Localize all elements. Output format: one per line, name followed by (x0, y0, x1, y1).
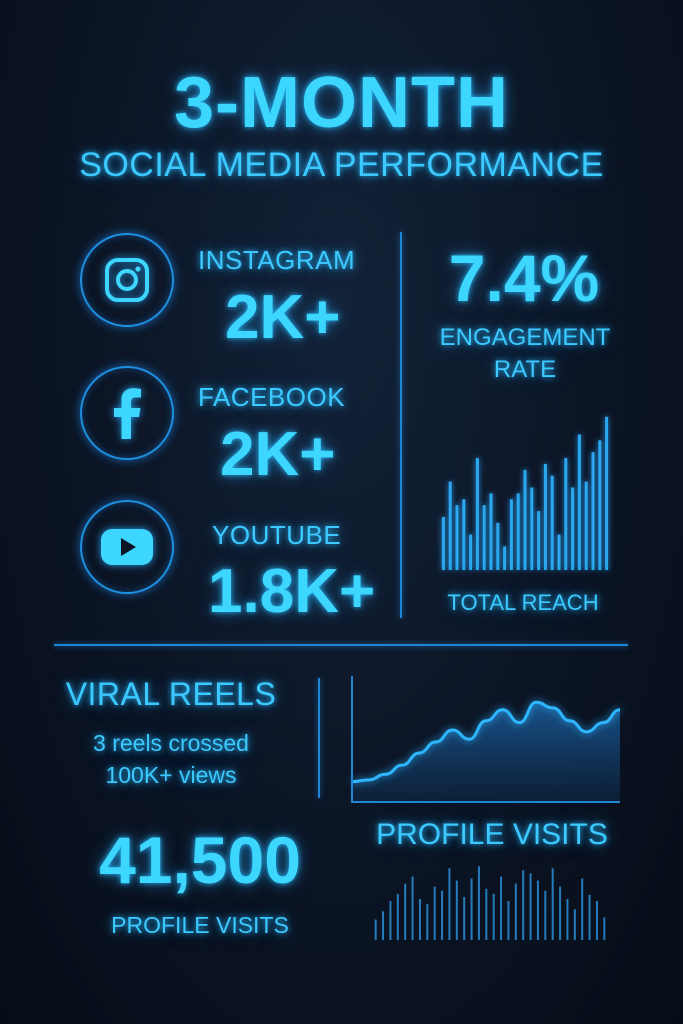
reach-bar (482, 505, 486, 570)
facebook-icon-circle (80, 366, 174, 460)
reach-bar (523, 469, 527, 570)
reach-bar (462, 499, 466, 570)
youtube-label: YOUTUBE (212, 520, 342, 550)
viral-reels-line2: 100K+ views (105, 762, 237, 788)
profile-visits-chart (374, 866, 606, 940)
divider-horizontal (54, 644, 628, 646)
page-subtitle: SOCIAL MEDIA PERFORMANCE (79, 146, 604, 184)
viral-reels-line1: 3 reels crossed (93, 730, 249, 756)
reach-bar (496, 522, 500, 570)
area-axis (351, 676, 620, 803)
reach-bar (530, 487, 534, 570)
engagement-label-line1: ENGAGEMENT (439, 324, 611, 351)
engagement-rate-label: ENGAGEMENT RATE (420, 322, 630, 386)
facebook-label: FACEBOOK (198, 382, 346, 412)
divider-vertical-bottom (318, 678, 320, 798)
reach-bar (557, 534, 561, 570)
reach-bar (584, 481, 588, 570)
reach-bar (469, 534, 473, 570)
reach-bar (571, 487, 575, 570)
reach-bar (550, 475, 554, 570)
facebook-value: 2K+ (220, 420, 336, 489)
divider-vertical-top (400, 232, 402, 618)
reach-bar (537, 511, 541, 570)
area-line (351, 700, 621, 784)
youtube-icon (101, 529, 153, 565)
instagram-icon-circle (80, 233, 174, 327)
page-title: 3-MONTH (174, 63, 509, 143)
reach-bar (503, 546, 507, 570)
reach-bar (598, 440, 602, 570)
reach-bar (455, 505, 459, 570)
facebook-icon (114, 388, 141, 439)
profile-visits-chart-title: PROFILE VISITS (376, 818, 608, 851)
youtube-value: 1.8K+ (208, 557, 376, 626)
reach-bar (516, 493, 520, 570)
total-reach-label: TOTAL REACH (447, 590, 599, 615)
reach-bar (448, 481, 452, 570)
engagement-rate-value: 7.4% (448, 241, 600, 315)
youtube-icon-circle (80, 500, 174, 594)
total-reach-chart (441, 416, 609, 570)
reach-bar (489, 493, 493, 570)
engagement-label-line2: RATE (493, 356, 557, 383)
reach-bar (475, 458, 479, 570)
reach-bar (564, 458, 568, 570)
area-fill (352, 702, 620, 802)
viral-reels-area-chart (351, 676, 621, 803)
reach-bar (577, 434, 581, 570)
reach-bar (441, 516, 445, 570)
instagram-label: INSTAGRAM (198, 245, 356, 275)
viral-reels-title: VIRAL REELS (65, 676, 277, 712)
instagram-value: 2K+ (225, 283, 341, 352)
instagram-icon (105, 258, 149, 302)
reach-bar (591, 452, 595, 570)
reach-bar (543, 463, 547, 570)
profile-visits-label: PROFILE VISITS (111, 912, 289, 938)
profile-visits-value: 41,500 (99, 823, 301, 897)
reach-bar (509, 499, 513, 570)
reach-bar (605, 416, 609, 570)
